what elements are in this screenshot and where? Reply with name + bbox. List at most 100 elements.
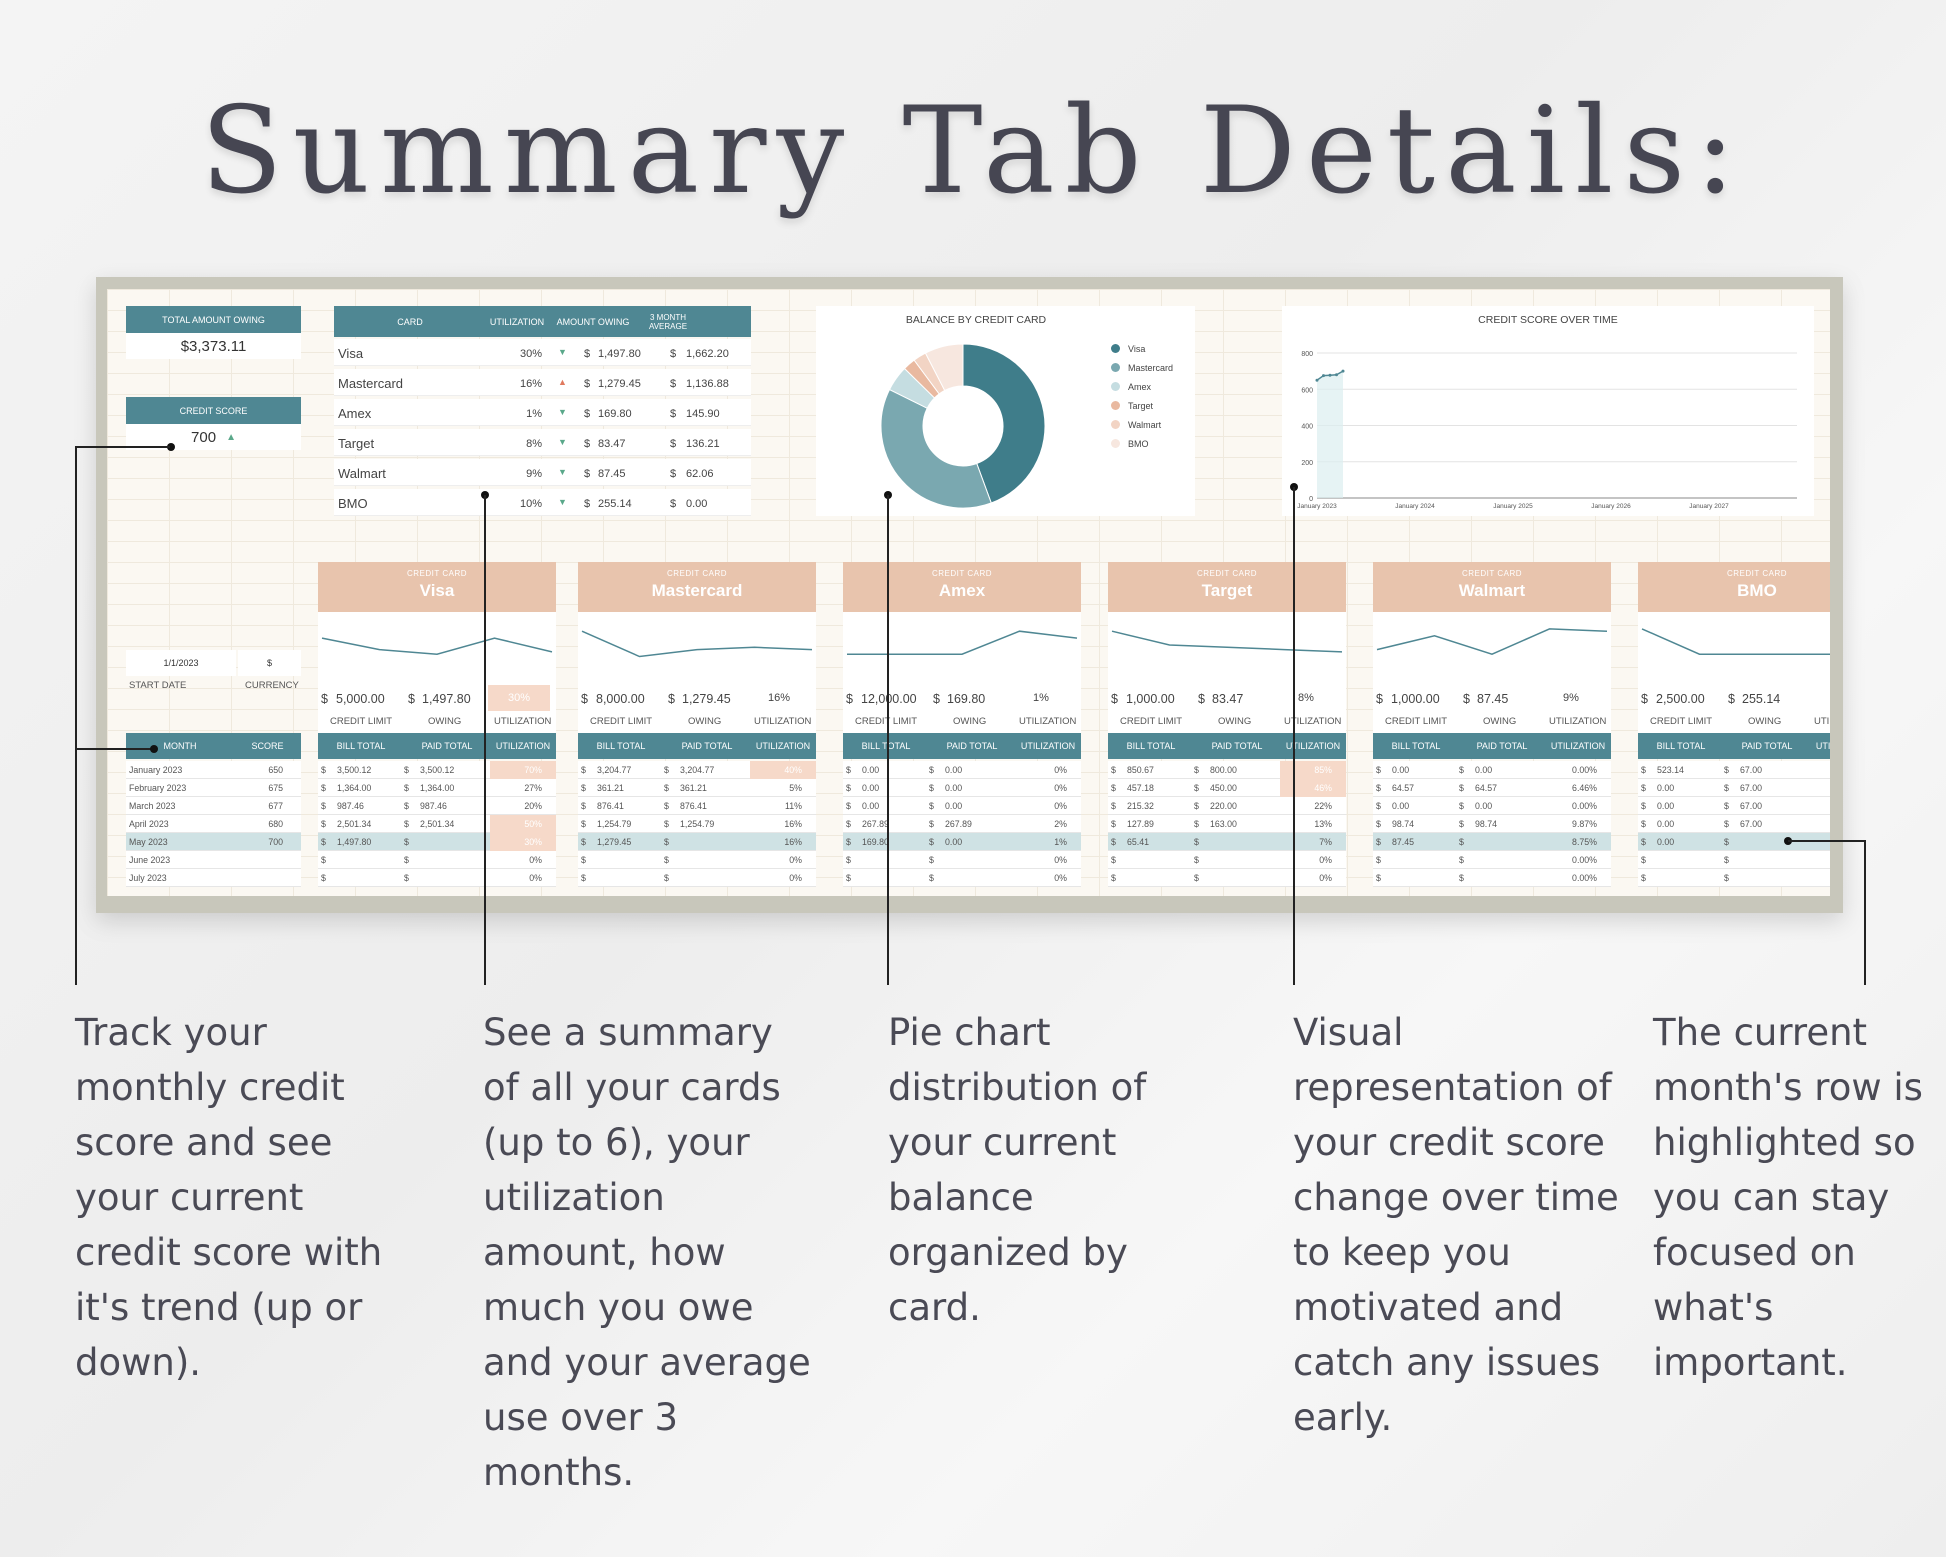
bill-total-cell[interactable]: $0.00 <box>1638 837 1724 847</box>
bill-total-cell[interactable]: $ <box>1638 873 1724 883</box>
x-tick-label: January 2027 <box>1689 503 1729 510</box>
bill-total-cell[interactable]: $1,497.80 <box>318 837 404 847</box>
paid-total-cell[interactable]: $267.89 <box>929 819 1015 829</box>
bill-total-cell[interactable]: $2,501.34 <box>318 819 404 829</box>
bill-total-cell[interactable]: $0.00 <box>1638 801 1724 811</box>
paid-total-cell[interactable]: $1,364.00 <box>404 783 490 793</box>
month-score[interactable]: 700 <box>268 836 283 847</box>
bill-total-cell[interactable]: $87.45 <box>1373 837 1459 847</box>
card-sparkline <box>1376 628 1608 656</box>
paid-total-cell[interactable]: $ <box>664 837 750 847</box>
bill-total-cell[interactable]: $0.00 <box>1373 765 1459 775</box>
month-score[interactable]: 675 <box>268 782 283 793</box>
page-title: Summary Tab Details: <box>200 82 1746 221</box>
bill-total-cell[interactable]: $215.32 <box>1108 801 1194 811</box>
paid-total-cell[interactable]: $0.00 <box>1459 801 1545 811</box>
bill-total-cell[interactable]: $ <box>843 873 929 883</box>
bill-total-cell[interactable]: $361.21 <box>578 783 664 793</box>
paid-total-cell[interactable]: $ <box>664 873 750 883</box>
bill-total-cell[interactable]: $1,279.45 <box>578 837 664 847</box>
bill-total-cell[interactable]: $0.00 <box>1638 819 1724 829</box>
paid-total-cell[interactable]: $67.00 <box>1724 819 1810 829</box>
start-date-value[interactable]: 1/1/2023 <box>126 650 236 676</box>
paid-total-cell[interactable]: $ <box>404 873 490 883</box>
paid-total-cell[interactable]: $2,501.34 <box>404 819 490 829</box>
bill-total-cell[interactable]: $1,364.00 <box>318 783 404 793</box>
bill-total-cell[interactable]: $127.89 <box>1108 819 1194 829</box>
paid-total-cell[interactable]: $ <box>1194 855 1280 865</box>
bill-total-cell[interactable]: $ <box>843 855 929 865</box>
bill-total-cell[interactable]: $3,204.77 <box>578 765 664 775</box>
card-summary-average: 0.00 <box>686 498 708 510</box>
paid-total-cell[interactable]: $450.00 <box>1194 783 1280 793</box>
paid-total-cell[interactable]: $220.00 <box>1194 801 1280 811</box>
row-utilization: 30% <box>490 832 556 851</box>
month-score[interactable]: 680 <box>268 818 283 829</box>
paid-total-cell[interactable]: $1,254.79 <box>664 819 750 829</box>
paid-total-cell[interactable]: $0.00 <box>929 837 1015 847</box>
bill-table-header: BILL TOTAL PAID TOTAL UTILIZATION <box>578 733 816 759</box>
bill-total-cell[interactable]: $ <box>318 855 404 865</box>
bill-total-cell[interactable]: $ <box>1108 873 1194 883</box>
paid-total-cell[interactable]: $98.74 <box>1459 819 1545 829</box>
bill-total-cell[interactable]: $ <box>1373 855 1459 865</box>
paid-total-cell[interactable]: $67.00 <box>1724 783 1810 793</box>
bill-total-cell[interactable]: $98.74 <box>1373 819 1459 829</box>
paid-total-cell[interactable]: $ <box>1724 837 1810 847</box>
bill-total-cell[interactable]: $457.18 <box>1108 783 1194 793</box>
paid-total-cell[interactable]: $3,500.12 <box>404 765 490 775</box>
paid-total-cell[interactable]: $67.00 <box>1724 801 1810 811</box>
bill-total-cell[interactable]: $169.80 <box>843 837 929 847</box>
bill-total-cell[interactable]: $65.41 <box>1108 837 1194 847</box>
paid-total-cell[interactable]: $0.00 <box>1459 765 1545 775</box>
bill-total-cell[interactable]: $0.00 <box>1373 801 1459 811</box>
bill-total-cell[interactable]: $1,254.79 <box>578 819 664 829</box>
paid-total-cell[interactable]: $ <box>1194 837 1280 847</box>
bill-total-cell[interactable]: $ <box>1373 873 1459 883</box>
bill-total-cell[interactable]: $0.00 <box>843 783 929 793</box>
paid-total-cell[interactable]: $876.41 <box>664 801 750 811</box>
paid-total-cell[interactable]: $67.00 <box>1724 765 1810 775</box>
bill-total-cell[interactable]: $ <box>318 873 404 883</box>
currency-value[interactable]: $ <box>238 650 301 676</box>
paid-total-cell[interactable]: $ <box>1724 855 1810 865</box>
bill-total-cell[interactable]: $987.46 <box>318 801 404 811</box>
paid-total-cell[interactable]: $ <box>664 855 750 865</box>
bill-total-cell[interactable]: $3,500.12 <box>318 765 404 775</box>
paid-total-cell[interactable]: $ <box>404 855 490 865</box>
paid-total-cell[interactable]: $0.00 <box>929 801 1015 811</box>
paid-total-cell[interactable]: $ <box>1194 873 1280 883</box>
bill-total-cell[interactable]: $0.00 <box>843 765 929 775</box>
bill-total-cell[interactable]: $523.14 <box>1638 765 1724 775</box>
paid-total-cell[interactable]: $ <box>1459 873 1545 883</box>
bill-total-cell[interactable]: $850.67 <box>1108 765 1194 775</box>
bill-total-cell[interactable]: $64.57 <box>1373 783 1459 793</box>
paid-total-cell[interactable]: $3,204.77 <box>664 765 750 775</box>
bill-total-cell[interactable]: $ <box>1108 855 1194 865</box>
bill-total-cell[interactable]: $267.89 <box>843 819 929 829</box>
paid-total-cell[interactable]: $ <box>1459 855 1545 865</box>
paid-total-cell[interactable]: $ <box>929 873 1015 883</box>
bill-total-value: 361.21 <box>597 782 624 793</box>
bill-total-cell[interactable]: $ <box>578 873 664 883</box>
paid-total-cell[interactable]: $ <box>929 855 1015 865</box>
card-summary-average: 1,662.20 <box>686 348 729 360</box>
paid-total-cell[interactable]: $ <box>1459 837 1545 847</box>
paid-total-cell[interactable]: $0.00 <box>929 765 1015 775</box>
paid-total-cell[interactable]: $361.21 <box>664 783 750 793</box>
bill-total-cell[interactable]: $876.41 <box>578 801 664 811</box>
paid-total-cell[interactable]: $163.00 <box>1194 819 1280 829</box>
bill-total-cell[interactable]: $ <box>1638 855 1724 865</box>
paid-total-cell[interactable]: $64.57 <box>1459 783 1545 793</box>
dollar-sign: $ <box>1111 800 1116 811</box>
bill-total-cell[interactable]: $0.00 <box>843 801 929 811</box>
month-score[interactable]: 650 <box>268 764 283 775</box>
paid-total-cell[interactable]: $0.00 <box>929 783 1015 793</box>
paid-total-cell[interactable]: $800.00 <box>1194 765 1280 775</box>
bill-total-cell[interactable]: $0.00 <box>1638 783 1724 793</box>
paid-total-cell[interactable]: $ <box>1724 873 1810 883</box>
bill-total-cell[interactable]: $ <box>578 855 664 865</box>
paid-total-cell[interactable]: $ <box>404 837 490 847</box>
paid-total-cell[interactable]: $987.46 <box>404 801 490 811</box>
month-score[interactable]: 677 <box>268 800 283 811</box>
